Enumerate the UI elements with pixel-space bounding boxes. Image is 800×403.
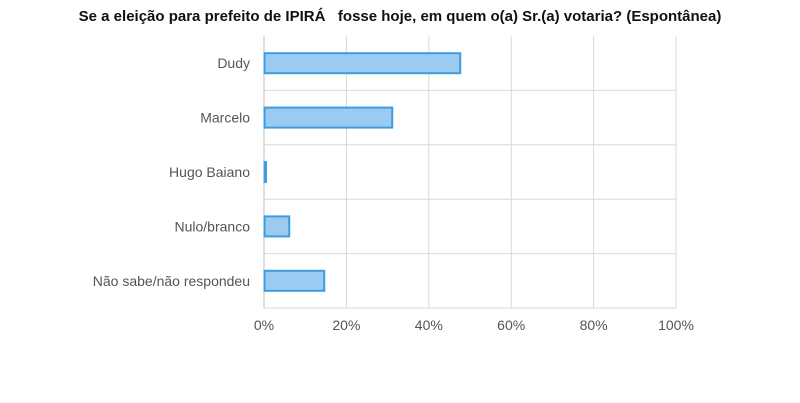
x-axis-tick-labels: 0% 20% 40% 60% 80% 100% [254,317,694,333]
bar-n-o-sabe-n-o-respondeu [263,269,326,292]
bar-dudy [263,52,462,75]
x-tick-label: 100% [658,317,694,333]
category-label: Nulo/branco [175,218,251,234]
category-label: Dudy [217,55,250,71]
bars [263,52,462,292]
x-tick-label: 40% [415,317,443,333]
bar-hugo-baiano [263,161,267,183]
category-labels: Dudy Marcelo Hugo Baiano Nulo/branco Não sab… [93,55,250,289]
bar-marcelo [263,106,394,129]
x-tick-label: 0% [254,317,274,333]
chart-title: Se a eleição para prefeito de IPIRÁ foss… [78,8,722,25]
bar-nulo-branco [263,215,291,238]
x-tick-label: 60% [497,317,525,333]
category-label: Marcelo [200,110,250,126]
category-label: Hugo Baiano [169,164,250,180]
category-label: Não sabe/não respondeu [93,273,250,289]
gridlines [263,36,677,309]
x-tick-label: 20% [332,317,360,333]
x-tick-label: 80% [580,317,608,333]
